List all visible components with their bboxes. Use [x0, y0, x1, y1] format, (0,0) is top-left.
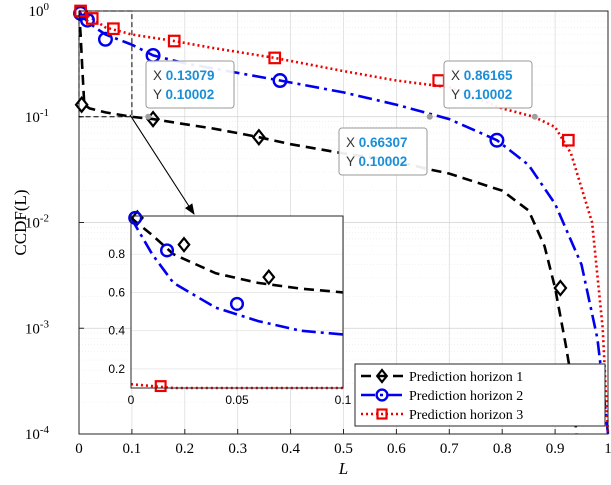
x-tick-label: 0 [75, 441, 83, 457]
legend-label: Prediction horizon 1 [409, 370, 523, 385]
datatip[interactable]: X 0.13079 Y 0.10002 [145, 60, 235, 120]
x-axis-label: L [338, 459, 348, 478]
series-2-marker [272, 73, 288, 89]
inset-series-marker [159, 243, 175, 258]
y-tick-label: 10-3 [25, 318, 50, 337]
datatip-y-row: Y 0.10002 [346, 154, 407, 169]
series-line-1 [79, 10, 578, 434]
x-tick-label: 0.4 [281, 441, 300, 457]
inset-series-marker [262, 268, 276, 286]
series-2-marker [97, 31, 113, 47]
inset-series-marker [154, 380, 167, 393]
x-tick-label: 0.2 [175, 441, 194, 457]
series-line-3 [79, 9, 610, 434]
legend-swatch-marker [375, 388, 389, 402]
axes: 0 0.1 0.2 0.3 0.4 0.5 0.6 0.7 0.8 0.9 1 100 10-1 10-2… [11, 1, 611, 478]
datatip-x-row: X 0.13079 [153, 68, 215, 83]
datatip-anchor-dot [145, 113, 152, 120]
datatip[interactable]: X 0.66307 Y 0.10002 [338, 113, 433, 176]
inset-chart: 0 0.05 0.1 0.2 0.4 0.6 0.8 [108, 209, 352, 407]
y-tick-label: 100 [29, 1, 50, 20]
x-tick-label: 0.8 [493, 441, 512, 457]
series-1-marker [74, 95, 89, 114]
inset-x-tick-label: 0 [128, 393, 135, 407]
series-layer [73, 4, 610, 434]
series-line-2 [79, 10, 610, 434]
series-3-marker [268, 51, 282, 65]
datatip-y-row: Y 0.10002 [153, 87, 214, 102]
inset-x-tick-label: 0.1 [335, 393, 352, 407]
inset-y-tick-label: 0.2 [108, 362, 125, 376]
zoom-indicator [78, 10, 195, 215]
inset-y-tick-label: 0.4 [108, 324, 125, 338]
inset-series-marker [229, 296, 245, 311]
x-tick-label: 0.3 [228, 441, 247, 457]
series-3-marker [107, 22, 120, 36]
inset-axes-box [130, 215, 344, 389]
x-tick-label: 0.5 [334, 441, 353, 457]
datatip-anchor-dot [426, 113, 433, 120]
series-3-marker [561, 133, 575, 147]
legend-swatch-marker [376, 408, 388, 420]
inset-series-marker [177, 236, 191, 253]
x-tick-label: 0.6 [387, 441, 406, 457]
zoom-arrow [129, 114, 195, 215]
series-3-marker [167, 34, 181, 48]
series-2-marker [489, 132, 505, 148]
legend-swatch-marker [375, 368, 389, 384]
x-tick-label: 0.7 [440, 441, 459, 457]
legend-entry: Prediction horizon 3 [361, 408, 523, 423]
inset-y-tick-label: 0.8 [108, 247, 125, 261]
y-tick-label: 10-1 [25, 107, 49, 126]
zoom-region-box [78, 10, 133, 118]
x-tick-label: 1 [604, 441, 611, 457]
series-3-marker [85, 12, 99, 25]
x-tick-label: 0.9 [546, 441, 565, 457]
inset-series-line-3 [130, 382, 343, 390]
legend-entry: Prediction horizon 1 [361, 368, 523, 385]
legend: Prediction horizon 1 Prediction horizon 2… [354, 363, 606, 427]
x-tick-label: 0.1 [123, 441, 142, 457]
datatip-anchor-dot [531, 113, 538, 120]
datatip-y-row: Y 0.10002 [451, 87, 512, 102]
y-axis-label: CCDF(L) [11, 189, 30, 255]
inset-x-tick-label: 0.05 [225, 393, 249, 407]
inset-series-line-1 [130, 216, 344, 294]
y-tick-label: 10-4 [25, 424, 50, 443]
series-1-marker [251, 128, 266, 147]
datatip-box [145, 60, 235, 109]
datatip-box [443, 60, 533, 109]
datatip-x-row: X 0.66307 [346, 135, 408, 150]
legend-label: Prediction horizon 3 [409, 408, 523, 423]
y-tick-label: 10-2 [25, 213, 49, 232]
datatip-x-row: X 0.86165 [451, 68, 513, 83]
series-1-marker [553, 279, 568, 297]
inset-series-marker [128, 210, 143, 225]
legend-label: Prediction horizon 2 [409, 389, 523, 404]
datatip[interactable]: X 0.86165 Y 0.10002 [443, 60, 538, 120]
inset-y-tick-label: 0.6 [108, 285, 125, 299]
datatip-box [338, 127, 428, 176]
legend-entry: Prediction horizon 2 [361, 388, 523, 404]
